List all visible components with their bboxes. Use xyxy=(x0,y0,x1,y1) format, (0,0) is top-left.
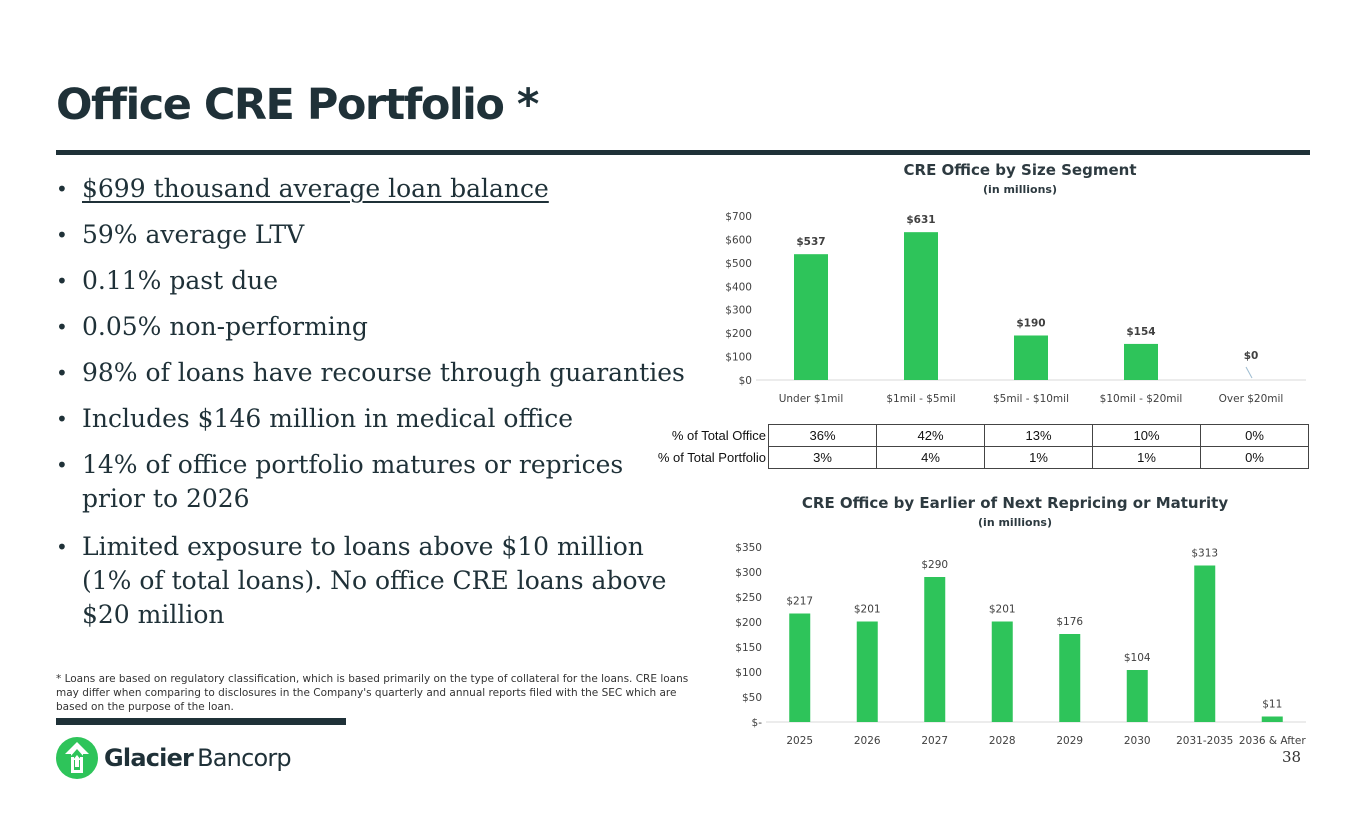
title-divider xyxy=(56,150,1310,155)
bar xyxy=(1059,634,1081,722)
company-logo: Glacier Bancorp xyxy=(56,736,292,780)
x-tick-label: 2036 & After xyxy=(1239,735,1306,747)
y-tick-label: $50 xyxy=(742,692,762,704)
chart2-title: CRE Office by Earlier of Next Repricing … xyxy=(801,494,1229,512)
bullet-item: 0.11% past due xyxy=(56,264,706,298)
bar xyxy=(991,621,1013,722)
y-tick-label: $400 xyxy=(725,281,752,293)
row-label: % of Total Office xyxy=(671,428,766,443)
bar xyxy=(924,577,946,722)
bar xyxy=(1014,335,1048,380)
x-tick-label: 2030 xyxy=(1124,735,1151,747)
repricing-maturity-chart: $- $50 $100 $150 $200 $250 $300 $350 2025 $217 202… xyxy=(735,542,1306,747)
data-label: $201 xyxy=(854,604,881,616)
data-label: $176 xyxy=(1056,616,1083,628)
y-tick-label: $100 xyxy=(725,352,752,364)
y-tick-label: $100 xyxy=(735,667,762,679)
glacier-logo-icon xyxy=(56,737,98,779)
data-label: $631 xyxy=(906,214,935,226)
x-tick-label: 2029 xyxy=(1056,735,1083,747)
table-cell: 42% xyxy=(876,424,985,447)
chart1-subtitle: (in millions) xyxy=(983,183,1057,196)
logo-wordmark-bold: Glacier xyxy=(104,744,194,772)
y-tick-label: $600 xyxy=(725,234,752,246)
bar xyxy=(1261,716,1283,722)
table-cell: 0% xyxy=(1200,446,1309,469)
row-label: % of Total Portfolio xyxy=(657,450,766,465)
x-tick-label: $1mil - $5mil xyxy=(886,393,955,405)
y-tick-label: $350 xyxy=(735,542,762,554)
y-tick-label: $300 xyxy=(725,305,752,317)
data-label: $11 xyxy=(1262,699,1282,711)
x-tick-label: 2028 xyxy=(989,735,1016,747)
y-tick-label: $300 xyxy=(735,567,762,579)
y-tick-label: $0 xyxy=(739,375,752,387)
bullet-list: $699 thousand average loan balance 59% a… xyxy=(56,172,706,644)
bullet-item: 0.05% non-performing xyxy=(56,310,706,344)
table-cell: 4% xyxy=(876,446,985,469)
x-tick-label: Under $1mil xyxy=(779,393,844,405)
table-row: % of Total Office 36% 42% 13% 10% 0% xyxy=(640,424,1309,447)
x-tick-label: $5mil - $10mil xyxy=(993,393,1069,405)
data-label: $0 xyxy=(1244,350,1259,362)
bar xyxy=(1126,670,1148,722)
x-tick-label: Over $20mil xyxy=(1219,393,1284,405)
bullet-item: 98% of loans have recourse through guara… xyxy=(56,356,706,390)
bullet-item: 14% of office portfolio matures or repri… xyxy=(56,448,682,516)
x-tick-label: 2025 xyxy=(786,735,813,747)
y-tick-label: $- xyxy=(752,717,763,729)
y-tick-label: $250 xyxy=(735,592,762,604)
data-label: $201 xyxy=(989,604,1016,616)
bullet-item: 59% average LTV xyxy=(56,218,706,252)
data-label-leader xyxy=(1245,366,1253,379)
data-label: $154 xyxy=(1126,326,1155,338)
data-label: $190 xyxy=(1016,317,1045,329)
table-cell: 1% xyxy=(984,446,1093,469)
table-cell: 3% xyxy=(768,446,877,469)
y-tick-label: $700 xyxy=(725,211,752,223)
table-row: % of Total Portfolio 3% 4% 1% 1% 0% xyxy=(640,446,1309,469)
y-tick-label: $150 xyxy=(735,642,762,654)
data-label: $217 xyxy=(786,596,813,608)
data-label: $313 xyxy=(1191,548,1218,560)
chart1-title: CRE Office by Size Segment xyxy=(903,161,1137,179)
data-label: $290 xyxy=(921,559,948,571)
page-number: 38 xyxy=(1282,748,1302,766)
bullet-item: Includes $146 million in medical office xyxy=(56,402,706,436)
x-tick-label: 2026 xyxy=(854,735,881,747)
bar xyxy=(1124,343,1158,380)
footnote: * Loans are based on regulatory classifi… xyxy=(56,673,689,713)
bar xyxy=(794,254,828,380)
y-tick-label: $500 xyxy=(725,258,752,270)
data-label: $104 xyxy=(1124,652,1151,664)
bar xyxy=(904,232,938,380)
y-tick-label: $200 xyxy=(725,328,752,340)
x-tick-label: 2027 xyxy=(921,735,948,747)
table-cell: 1% xyxy=(1092,446,1201,469)
bullet-item: $699 thousand average loan balance xyxy=(56,172,706,206)
bullet-text: $699 thousand average loan balance xyxy=(82,174,549,203)
bullet-item: Limited exposure to loans above $10 mill… xyxy=(56,530,682,632)
y-tick-label: $200 xyxy=(735,617,762,629)
logo-wordmark-light: Bancorp xyxy=(197,744,292,772)
page-title: Office CRE Portfolio * xyxy=(56,80,539,130)
table-cell: 10% xyxy=(1092,424,1201,447)
x-tick-label: 2031-2035 xyxy=(1176,735,1233,747)
size-segment-chart: $0 $100 $200 $300 $400 $500 $600 $700 Under $1mi… xyxy=(725,211,1306,405)
table-cell: 36% xyxy=(768,424,877,447)
percent-table: % of Total Office 36% 42% 13% 10% 0% % o… xyxy=(640,424,1309,469)
chart2-subtitle: (in millions) xyxy=(978,516,1052,529)
table-cell: 0% xyxy=(1200,424,1309,447)
data-label: $537 xyxy=(796,236,825,248)
table-cell: 13% xyxy=(984,424,1093,447)
footer-bar xyxy=(56,718,346,725)
bar xyxy=(1194,565,1216,722)
bar xyxy=(789,613,811,722)
bar xyxy=(856,621,878,722)
x-tick-label: $10mil - $20mil xyxy=(1100,393,1183,405)
